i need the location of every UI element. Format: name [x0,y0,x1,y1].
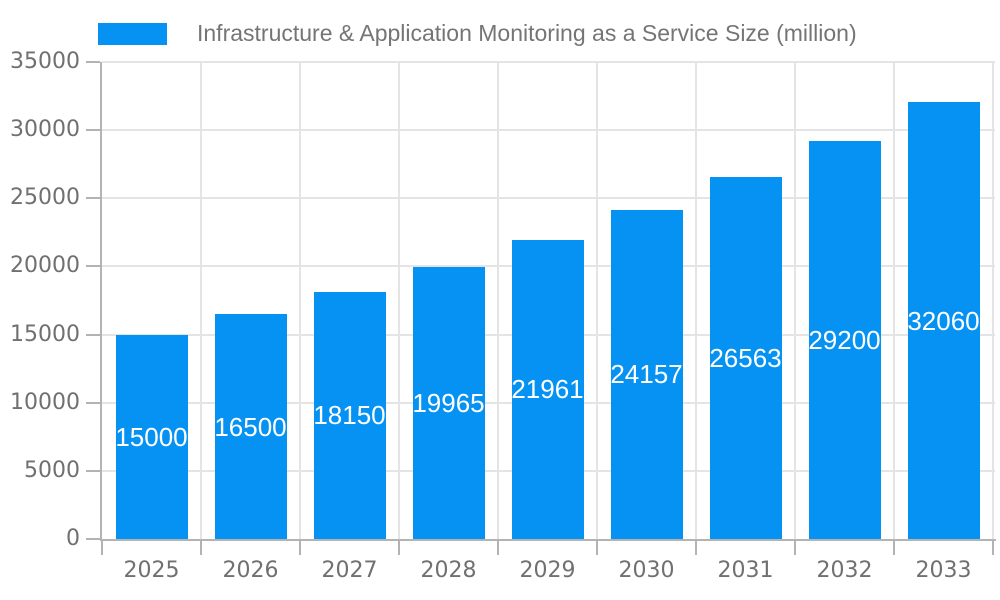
y-axis-tick [86,333,100,336]
x-axis-tick [398,541,400,555]
x-tick-label: 2032 [816,558,873,583]
bar-2031[interactable] [709,176,782,539]
bar-2025[interactable] [115,334,188,539]
x-axis-tick [695,541,697,555]
y-axis-tick [86,469,100,472]
gridline-h [102,61,995,63]
x-axis-tick [497,541,499,555]
x-tick-label: 2031 [717,558,774,583]
gridline-h [102,197,995,200]
bar-value-label: 15000 [115,421,188,452]
x-axis-tick [794,541,796,555]
y-axis-tick [86,129,100,132]
gridline-v [299,62,301,539]
y-axis-line [100,62,102,541]
y-tick-label: 30000 [10,117,80,143]
y-tick-label: 20000 [10,253,80,279]
bar-value-label: 32060 [907,305,980,336]
bar-value-label: 18150 [313,400,386,431]
bar-2028[interactable] [412,266,485,539]
x-axis-tick [893,541,895,555]
bar-2032[interactable] [808,141,881,539]
y-tick-label: 5000 [24,457,80,483]
x-tick-label: 2025 [123,558,180,583]
bar-value-label: 19965 [412,387,485,418]
bar-value-label: 16500 [214,411,287,442]
x-axis-tick [596,541,598,555]
bar-2033[interactable] [907,102,980,539]
bar-value-label: 26563 [709,342,782,373]
gridline-v [497,62,499,539]
y-axis-tick [86,265,100,268]
gridline-v [398,62,400,539]
gridline-h [102,129,995,132]
legend-swatch-icon [98,23,167,45]
y-axis-tick [86,538,100,540]
x-axis-tick [101,541,103,555]
bar-2029[interactable] [511,239,584,539]
legend-label: Infrastructure & Application Monitoring … [197,20,857,46]
gridline-v [695,62,697,539]
bar-2030[interactable] [610,209,683,539]
y-tick-label: 0 [66,526,80,551]
x-axis-tick [992,541,994,555]
x-tick-label: 2029 [519,558,576,583]
y-tick-label: 10000 [10,389,80,415]
gridline-v [200,62,202,539]
x-tick-label: 2028 [420,558,477,583]
x-axis-line [100,539,996,541]
gridline-v [992,62,994,539]
y-axis-tick [86,197,100,200]
bar-value-label: 24157 [610,359,683,390]
x-axis-tick [299,541,301,555]
x-axis-tick [200,541,202,555]
y-tick-label: 15000 [10,321,80,347]
x-tick-label: 2033 [915,558,972,583]
y-axis-tick [86,401,100,404]
gridline-v [794,62,796,539]
x-tick-label: 2030 [618,558,675,583]
y-tick-label: 25000 [10,185,80,211]
y-tick-label: 35000 [10,49,80,74]
chart-legend[interactable]: Infrastructure & Application Monitoring … [0,0,1000,56]
bar-value-label: 21961 [511,374,584,405]
bar-2026[interactable] [214,314,287,539]
y-axis-tick [86,61,100,63]
bar-2027[interactable] [313,291,386,539]
bar-value-label: 29200 [808,325,881,356]
x-tick-label: 2027 [321,558,378,583]
gridline-v [596,62,598,539]
x-tick-label: 2026 [222,558,279,583]
gridline-v [893,62,895,539]
